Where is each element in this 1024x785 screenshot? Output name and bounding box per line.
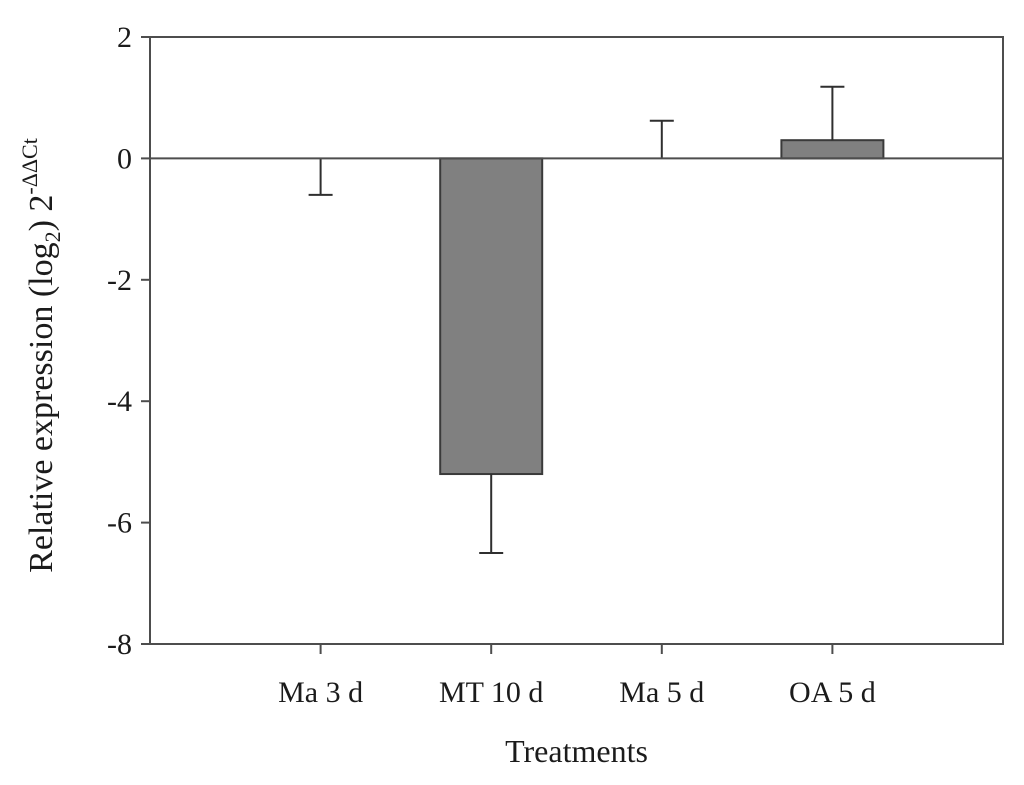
y-tick-label-2: 0	[117, 142, 132, 175]
y-axis-title: Relative expression (log2) 2-ΔΔCt	[17, 138, 65, 573]
y-tick-label-4: -4	[107, 385, 132, 418]
y-tick-label-6: -8	[107, 628, 132, 661]
y-tick-label-5: -6	[107, 507, 132, 540]
plot-border	[149, 36, 1004, 645]
y-tick-label-3: -2	[107, 264, 132, 297]
bar-2	[439, 157, 544, 476]
x-axis-title: Treatments	[505, 733, 648, 769]
y-tick-label-1: 2	[117, 21, 132, 54]
x-tick-label-4: OA 5 d	[789, 676, 876, 709]
x-tick-label-1: Ma 3 d	[278, 676, 363, 709]
x-tick-label-3: Ma 5 d	[619, 676, 704, 709]
x-tick-label-2: MT 10 d	[439, 676, 543, 709]
bar-4	[780, 139, 885, 160]
